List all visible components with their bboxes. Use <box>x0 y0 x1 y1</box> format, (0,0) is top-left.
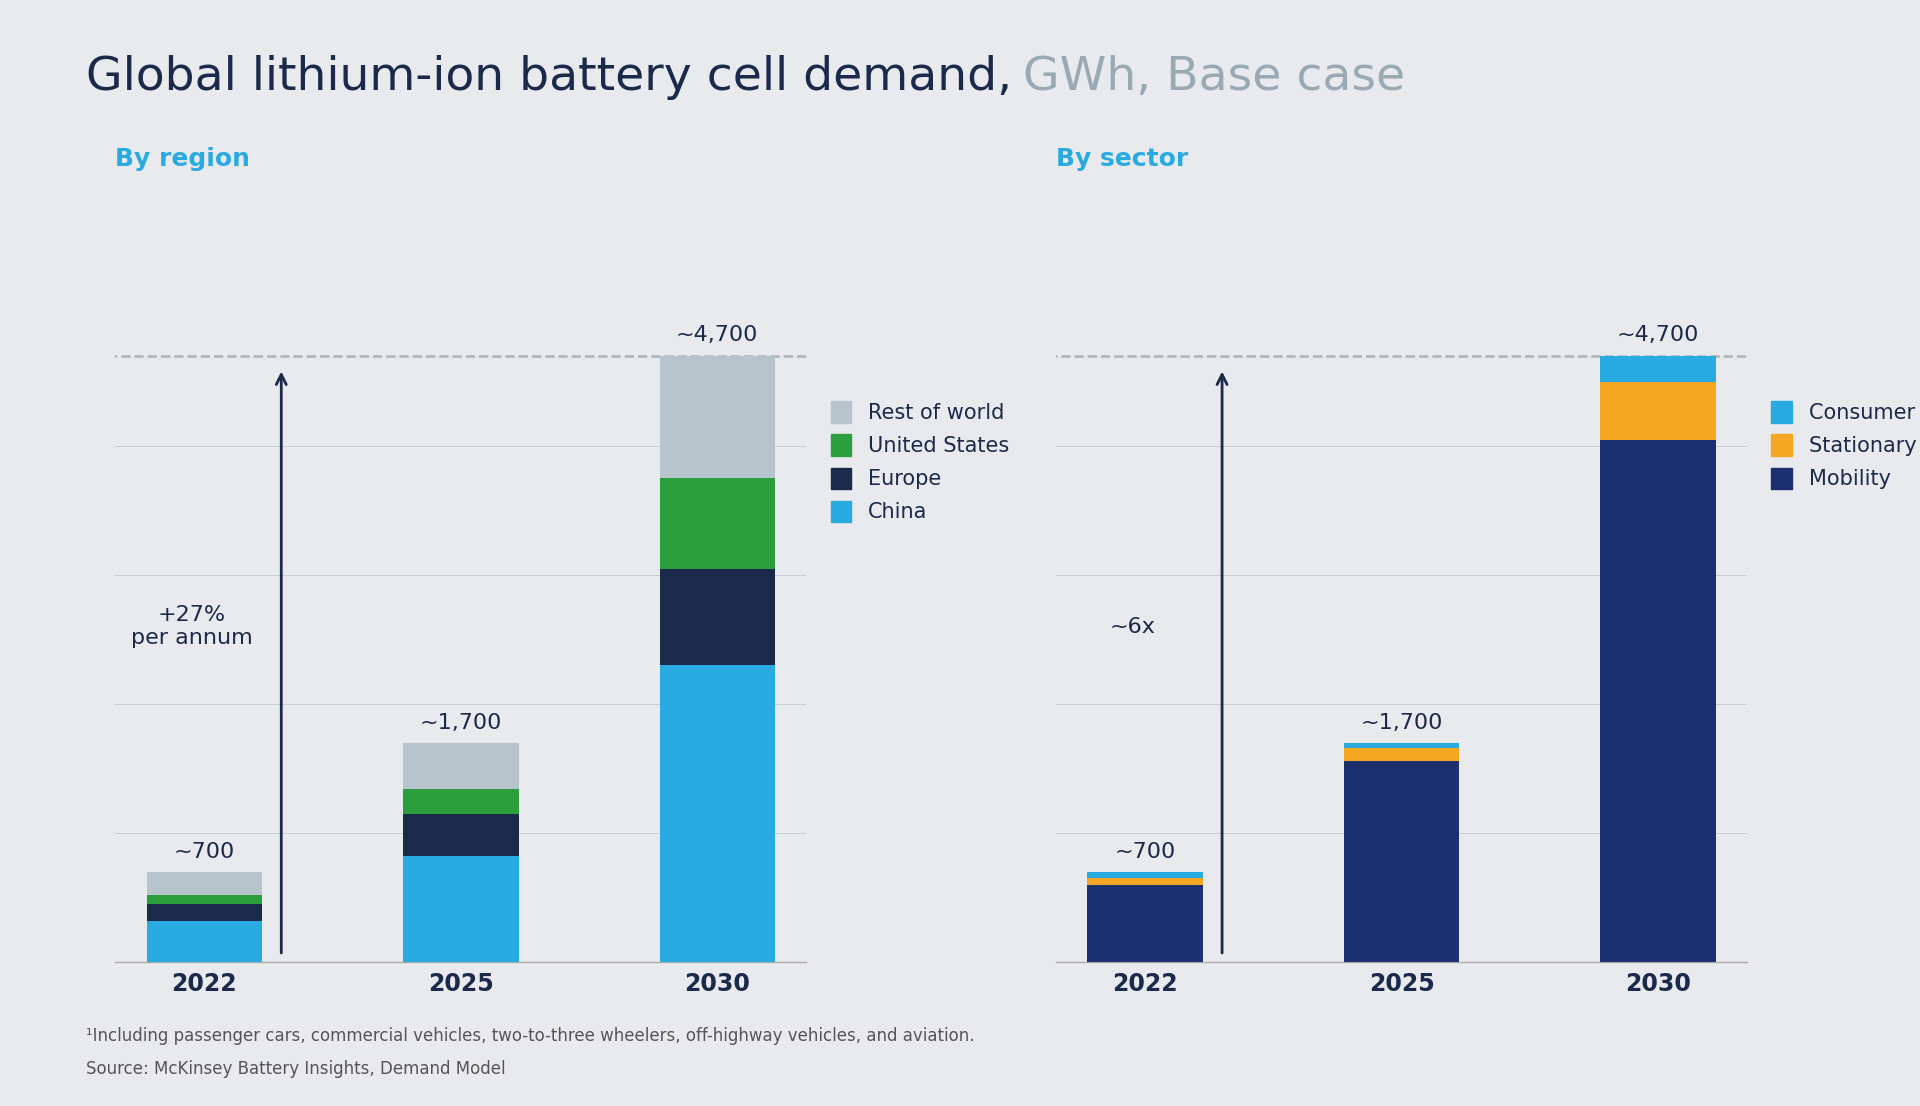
Bar <box>146 895 261 905</box>
Text: By sector: By sector <box>1056 147 1188 171</box>
Bar <box>1344 761 1459 962</box>
Bar <box>660 666 776 962</box>
Text: ~1,700: ~1,700 <box>1361 712 1442 732</box>
Text: GWh, Base case: GWh, Base case <box>1008 54 1405 100</box>
Text: ~1,700: ~1,700 <box>420 712 501 732</box>
Text: ~6x: ~6x <box>1110 617 1156 637</box>
Bar <box>403 743 518 790</box>
Bar <box>1601 356 1716 382</box>
Text: ¹Including passenger cars, commercial vehicles, two-to-three wheelers, off-highw: ¹Including passenger cars, commercial ve… <box>86 1027 975 1045</box>
Bar <box>146 921 261 962</box>
Bar <box>1087 878 1202 886</box>
Bar <box>1601 382 1716 439</box>
Text: By region: By region <box>115 147 250 171</box>
Text: ~700: ~700 <box>1114 842 1175 862</box>
Bar <box>660 478 776 568</box>
Bar <box>403 814 518 856</box>
Text: Source: McKinsey Battery Insights, Demand Model: Source: McKinsey Battery Insights, Deman… <box>86 1061 507 1078</box>
Bar <box>1601 439 1716 962</box>
Bar <box>146 905 261 921</box>
Text: +27%
per annum: +27% per annum <box>131 605 252 648</box>
Legend: Rest of world, United States, Europe, China: Rest of world, United States, Europe, Ch… <box>831 401 1010 522</box>
Bar <box>1087 886 1202 962</box>
Text: Global lithium-ion battery cell demand,: Global lithium-ion battery cell demand, <box>86 54 1012 100</box>
Bar <box>1344 748 1459 761</box>
Bar <box>660 356 776 478</box>
Bar <box>146 872 261 895</box>
Bar <box>660 568 776 666</box>
Text: ~4,700: ~4,700 <box>1617 325 1699 345</box>
Legend: Consumer electronics, Stationary storage, Mobility: Consumer electronics, Stationary storage… <box>1772 401 1920 489</box>
Bar <box>1344 743 1459 748</box>
Bar <box>1087 872 1202 878</box>
Text: ~4,700: ~4,700 <box>676 325 758 345</box>
Text: ~700: ~700 <box>173 842 234 862</box>
Bar <box>403 856 518 962</box>
Bar <box>403 790 518 814</box>
